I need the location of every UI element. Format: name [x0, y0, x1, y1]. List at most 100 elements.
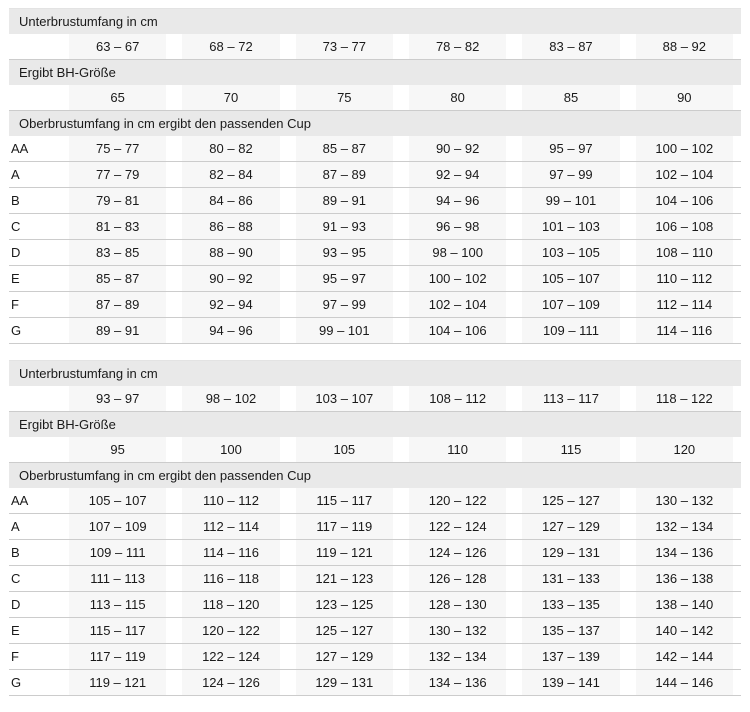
cup-row: D 83 – 85 88 – 90 93 – 95 98 – 100 103 – 105 1… — [9, 240, 741, 266]
cup-range-cell: 134 – 136 — [627, 540, 741, 566]
cup-label-cell: E — [9, 266, 61, 292]
cup-range-cell: 99 – 101 — [514, 188, 628, 214]
cup-range-cell: 128 – 130 — [400, 592, 515, 618]
cup-range-cell: 120 – 122 — [400, 488, 515, 514]
band-size-header: Ergibt BH-Größe — [9, 60, 741, 85]
cup-range-cell: 139 – 141 — [514, 670, 628, 696]
cup-range-cell: 131 – 133 — [514, 566, 628, 592]
cup-range-cell: 114 – 116 — [174, 540, 288, 566]
cup-range-cell: 119 – 121 — [61, 670, 175, 696]
cup-range-cell: 85 – 87 — [61, 266, 175, 292]
cup-range-cell: 91 – 93 — [287, 214, 401, 240]
cup-range-cell: 92 – 94 — [400, 162, 515, 188]
cup-range-cell: 133 – 135 — [514, 592, 628, 618]
cup-range-cell: 105 – 107 — [514, 266, 628, 292]
cup-range-cell: 130 – 132 — [400, 618, 515, 644]
cup-range-cell: 96 – 98 — [400, 214, 515, 240]
cup-range-cell: 102 – 104 — [400, 292, 515, 318]
cup-range-cell: 93 – 95 — [287, 240, 401, 266]
cup-range-cell: 138 – 140 — [627, 592, 741, 618]
cup-range-cell: 84 – 86 — [174, 188, 288, 214]
cup-range-cell: 129 – 131 — [514, 540, 628, 566]
band-size-cell: 105 — [287, 437, 401, 463]
cup-range-cell: 99 – 101 — [287, 318, 401, 344]
cup-range-cell: 107 – 109 — [61, 514, 175, 540]
cup-row: A 77 – 79 82 – 84 87 – 89 92 – 94 97 – 99 102 … — [9, 162, 741, 188]
spacer-cell — [9, 85, 61, 111]
cup-range-cell: 116 – 118 — [174, 566, 288, 592]
cup-range-cell: 89 – 91 — [287, 188, 401, 214]
cup-row: B 79 – 81 84 – 86 89 – 91 94 – 96 99 – 101 104… — [9, 188, 741, 214]
band-size-cell: 70 — [174, 85, 288, 111]
cup-range-cell: 130 – 132 — [627, 488, 741, 514]
cup-row: G 89 – 91 94 – 96 99 – 101 104 – 106 109 – 11… — [9, 318, 741, 344]
cup-range-cell: 122 – 124 — [400, 514, 515, 540]
cup-label-cell: D — [9, 240, 61, 266]
cup-range-cell: 98 – 100 — [400, 240, 515, 266]
cup-label-cell: AA — [9, 136, 61, 162]
cup-range-cell: 109 – 111 — [514, 318, 628, 344]
cup-range-cell: 101 – 103 — [514, 214, 628, 240]
cup-range-cell: 87 – 89 — [287, 162, 401, 188]
cup-range-cell: 106 – 108 — [627, 214, 741, 240]
cup-row: E 85 – 87 90 – 92 95 – 97 100 – 102 105 – 107… — [9, 266, 741, 292]
band-size-row: 95 100 105 110 115 120 — [9, 437, 741, 463]
underbust-range-cell: 118 – 122 — [627, 386, 741, 412]
underbust-range-cell: 108 – 112 — [400, 386, 515, 412]
cup-range-cell: 83 – 85 — [61, 240, 175, 266]
cup-range-cell: 127 – 129 — [287, 644, 401, 670]
cup-label-cell: C — [9, 214, 61, 240]
cup-range-cell: 122 – 124 — [174, 644, 288, 670]
cup-label-cell: F — [9, 644, 61, 670]
cup-range-cell: 115 – 117 — [61, 618, 175, 644]
underbust-range-cell: 93 – 97 — [61, 386, 175, 412]
cup-label-cell: A — [9, 514, 61, 540]
cup-range-cell: 134 – 136 — [400, 670, 515, 696]
cup-range-cell: 97 – 99 — [514, 162, 628, 188]
cup-row: A 107 – 109 112 – 114 117 – 119 122 – 124 127… — [9, 514, 741, 540]
cup-label-cell: A — [9, 162, 61, 188]
underbust-range-cell: 113 – 117 — [514, 386, 628, 412]
cup-range-cell: 112 – 114 — [627, 292, 741, 318]
cup-range-cell: 104 – 106 — [627, 188, 741, 214]
cup-label-cell: D — [9, 592, 61, 618]
cup-range-cell: 103 – 105 — [514, 240, 628, 266]
spacer-cell — [9, 34, 61, 60]
band-size-cell: 80 — [400, 85, 515, 111]
cup-header: Oberbrustumfang in cm ergibt den passend… — [9, 111, 741, 136]
band-size-cell: 75 — [287, 85, 401, 111]
cup-label-cell: AA — [9, 488, 61, 514]
underbust-range-cell: 83 – 87 — [514, 34, 628, 60]
cup-range-cell: 117 – 119 — [287, 514, 401, 540]
bra-size-chart: Unterbrustumfang in cm 63 – 67 68 – 72 73 –… — [9, 8, 741, 696]
band-size-cell: 65 — [61, 85, 175, 111]
cup-range-cell: 126 – 128 — [400, 566, 515, 592]
cup-range-cell: 94 – 96 — [174, 318, 288, 344]
cup-range-cell: 137 – 139 — [514, 644, 628, 670]
spacer-cell — [9, 386, 61, 412]
underbust-range-cell: 63 – 67 — [61, 34, 175, 60]
size-table-section-1: Unterbrustumfang in cm 63 – 67 68 – 72 73 –… — [9, 8, 741, 344]
cup-row: F 117 – 119 122 – 124 127 – 129 132 – 134 137… — [9, 644, 741, 670]
cup-range-cell: 80 – 82 — [174, 136, 288, 162]
cup-header: Oberbrustumfang in cm ergibt den passend… — [9, 463, 741, 488]
cup-range-cell: 132 – 134 — [400, 644, 515, 670]
cup-label-cell: G — [9, 318, 61, 344]
cup-row: B 109 – 111 114 – 116 119 – 121 124 – 126 129… — [9, 540, 741, 566]
cup-range-cell: 81 – 83 — [61, 214, 175, 240]
cup-range-cell: 97 – 99 — [287, 292, 401, 318]
cup-row: C 81 – 83 86 – 88 91 – 93 96 – 98 101 – 103 10… — [9, 214, 741, 240]
cup-range-cell: 125 – 127 — [514, 488, 628, 514]
cup-range-cell: 104 – 106 — [400, 318, 515, 344]
cup-range-cell: 142 – 144 — [627, 644, 741, 670]
underbust-range-row: 93 – 97 98 – 102 103 – 107 108 – 112 113 – 1… — [9, 386, 741, 412]
band-size-cell: 115 — [514, 437, 628, 463]
band-size-header: Ergibt BH-Größe — [9, 412, 741, 437]
cup-row: F 87 – 89 92 – 94 97 – 99 102 – 104 107 – 109… — [9, 292, 741, 318]
cup-range-cell: 112 – 114 — [174, 514, 288, 540]
cup-range-cell: 127 – 129 — [514, 514, 628, 540]
underbust-header-row: Unterbrustumfang in cm — [9, 9, 741, 34]
spacer-cell — [9, 437, 61, 463]
cup-range-cell: 86 – 88 — [174, 214, 288, 240]
band-size-cell: 120 — [627, 437, 741, 463]
